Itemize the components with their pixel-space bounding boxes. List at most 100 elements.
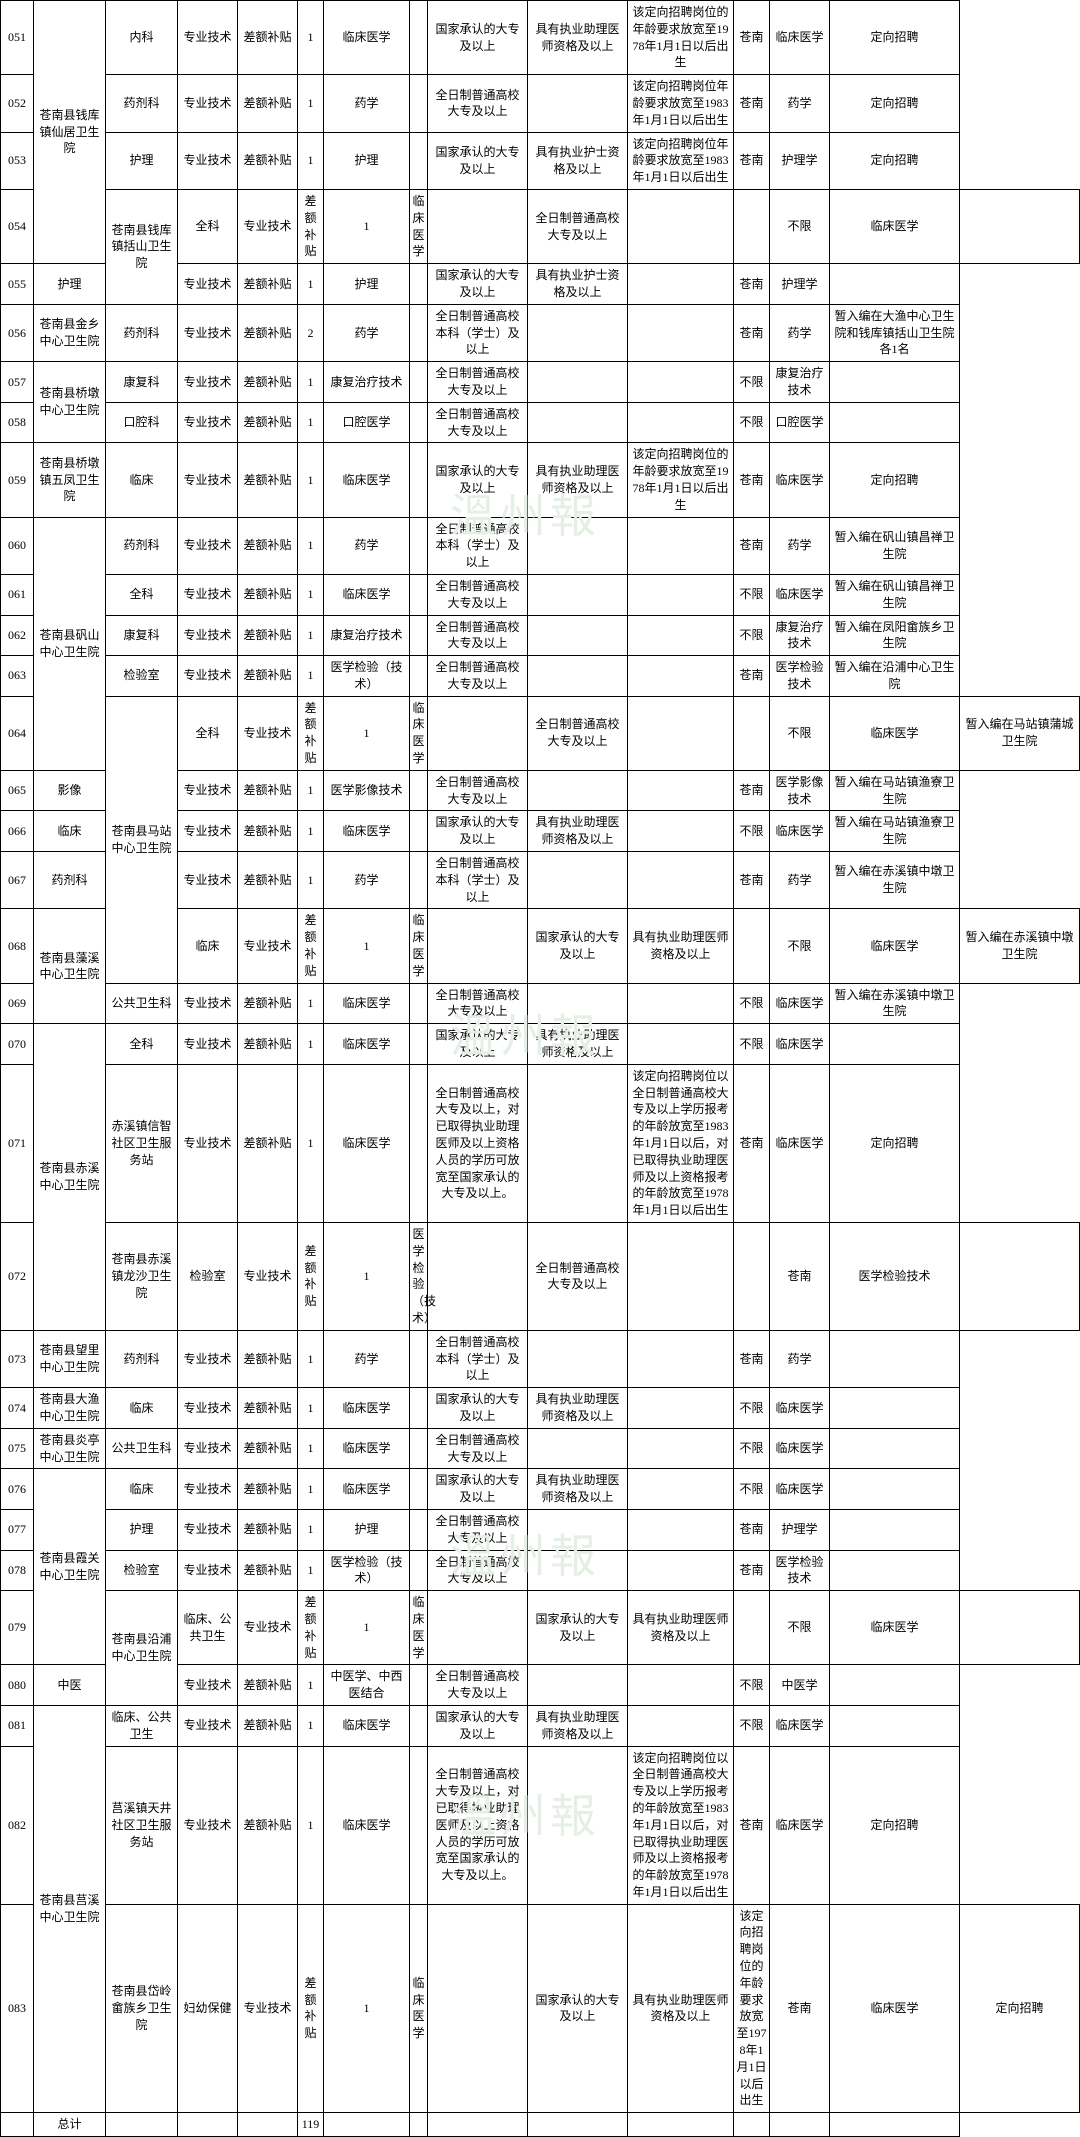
qualification	[528, 1746, 628, 1904]
qualification	[628, 189, 734, 263]
age-req	[628, 517, 734, 574]
table-row: 077护理专业技术差额补贴1护理全日制普通高校大专及以上苍南护理学	[1, 1509, 1080, 1550]
education: 全日制普通高校大专及以上	[428, 574, 528, 615]
total-count: 119	[298, 2113, 324, 2137]
education: 全日制普通高校本科（学士）及以上	[428, 517, 528, 574]
remark	[830, 362, 960, 403]
major: 药学	[324, 1330, 410, 1387]
spacer	[410, 1705, 428, 1746]
education: 全日制普通高校大专及以上	[428, 656, 528, 697]
department: 临床	[178, 909, 238, 983]
hukou: 苍南	[734, 1330, 770, 1387]
funding: 差额补贴	[298, 1223, 324, 1331]
department: 全科	[178, 189, 238, 263]
age-req	[628, 1509, 734, 1550]
exam-subject: 药学	[770, 852, 830, 909]
hukou: 苍南	[734, 770, 770, 811]
count: 1	[298, 1665, 324, 1706]
major: 临床医学	[410, 909, 428, 983]
major: 药学	[324, 75, 410, 132]
count: 1	[298, 615, 324, 656]
remark	[830, 1550, 960, 1591]
education: 国家承认的大专及以上	[428, 132, 528, 189]
exam-subject: 药学	[770, 517, 830, 574]
hukou: 苍南	[734, 132, 770, 189]
row-id: 054	[1, 189, 34, 263]
department: 全科	[106, 1024, 178, 1065]
spacer	[428, 1591, 528, 1665]
funding: 差额补贴	[238, 1024, 298, 1065]
qualification	[528, 1330, 628, 1387]
qualification	[528, 770, 628, 811]
funding: 差额补贴	[238, 770, 298, 811]
hukou: 苍南	[770, 1223, 830, 1331]
hukou: 不限	[734, 402, 770, 443]
department: 检验室	[106, 1550, 178, 1591]
row-id: 071	[1, 1064, 34, 1222]
post-type: 专业技术	[238, 1904, 298, 2113]
remark	[830, 264, 960, 305]
row-id: 055	[1, 264, 34, 305]
row-id: 057	[1, 362, 34, 403]
row-id: 074	[1, 1388, 34, 1429]
age-req	[734, 189, 770, 263]
count: 1	[298, 517, 324, 574]
spacer	[428, 189, 528, 263]
row-id: 075	[1, 1428, 34, 1469]
age-req: 该定向招聘岗位的年龄要求放宽至1978年1月1日以后出生	[628, 443, 734, 517]
row-id: 062	[1, 615, 34, 656]
department: 口腔科	[106, 402, 178, 443]
funding: 差额补贴	[298, 909, 324, 983]
age-req	[628, 264, 734, 305]
education: 全日制普通高校大专及以上	[428, 1550, 528, 1591]
remark: 暂入编在矾山镇昌禅卫生院	[830, 574, 960, 615]
row-id: 058	[1, 402, 34, 443]
table-row: 069公共卫生科专业技术差额补贴1临床医学全日制普通高校大专及以上不限临床医学暂…	[1, 983, 1080, 1024]
unit-name: 苍南县霞关中心卫生院	[34, 1469, 106, 1665]
department: 全科	[178, 696, 238, 770]
major: 临床医学	[324, 574, 410, 615]
spacer	[410, 1, 428, 75]
exam-subject: 临床医学	[830, 696, 960, 770]
major: 临床医学	[324, 1469, 410, 1510]
post-type: 专业技术	[178, 75, 238, 132]
funding: 差额补贴	[238, 1705, 298, 1746]
qualification	[528, 615, 628, 656]
row-id: 081	[1, 1705, 34, 1746]
spacer	[410, 983, 428, 1024]
education: 国家承认的大专及以上	[428, 443, 528, 517]
spacer	[428, 1223, 528, 1331]
post-type: 专业技术	[178, 1330, 238, 1387]
row-id: 080	[1, 1665, 34, 1706]
department: 药剂科	[106, 1330, 178, 1387]
row-id: 053	[1, 132, 34, 189]
department: 临床	[34, 811, 106, 852]
spacer	[410, 615, 428, 656]
count: 1	[298, 983, 324, 1024]
row-id: 072	[1, 1223, 34, 1331]
spacer	[410, 1469, 428, 1510]
count: 1	[324, 1223, 410, 1331]
hukou: 不限	[734, 574, 770, 615]
spacer	[410, 1330, 428, 1387]
qualification	[528, 304, 628, 361]
post-type: 专业技术	[178, 1024, 238, 1065]
exam-subject: 临床医学	[770, 574, 830, 615]
spacer	[410, 656, 428, 697]
row-id: 070	[1, 1024, 34, 1065]
table-row: 076苍南县霞关中心卫生院临床专业技术差额补贴1临床医学国家承认的大专及以上具有…	[1, 1469, 1080, 1510]
count: 2	[298, 304, 324, 361]
education: 全日制普通高校大专及以上，对已取得执业助理医师及以上资格人员的学历可放宽至国家承…	[428, 1064, 528, 1222]
education: 国家承认的大专及以上	[428, 264, 528, 305]
funding: 差额补贴	[238, 75, 298, 132]
funding: 差额补贴	[238, 1509, 298, 1550]
hukou: 苍南	[734, 264, 770, 305]
major: 医学检验（技术）	[324, 1550, 410, 1591]
remark: 定向招聘	[830, 75, 960, 132]
spacer	[410, 443, 428, 517]
qualification	[528, 517, 628, 574]
major: 临床医学	[324, 1705, 410, 1746]
spacer	[428, 696, 528, 770]
funding: 差额补贴	[238, 1428, 298, 1469]
post-type: 专业技术	[178, 852, 238, 909]
